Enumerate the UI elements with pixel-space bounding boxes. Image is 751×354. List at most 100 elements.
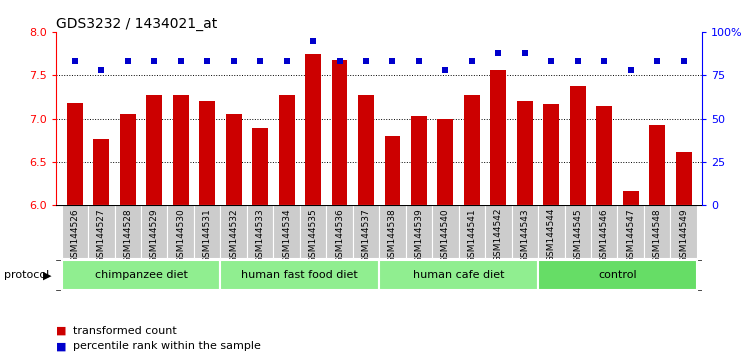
FancyBboxPatch shape xyxy=(538,260,697,290)
Bar xyxy=(517,101,532,354)
Text: protocol: protocol xyxy=(4,270,49,280)
FancyBboxPatch shape xyxy=(565,205,591,258)
FancyBboxPatch shape xyxy=(194,205,221,258)
Text: GSM144529: GSM144529 xyxy=(149,208,158,263)
Point xyxy=(175,58,187,64)
Text: chimpanzee diet: chimpanzee diet xyxy=(95,269,188,280)
Text: GSM144535: GSM144535 xyxy=(309,208,318,263)
Bar xyxy=(93,139,109,354)
Point xyxy=(519,50,531,56)
FancyBboxPatch shape xyxy=(485,205,511,258)
Text: GSM144534: GSM144534 xyxy=(282,208,291,263)
Bar xyxy=(226,114,242,354)
FancyBboxPatch shape xyxy=(671,205,697,258)
Bar xyxy=(596,105,612,354)
Point xyxy=(360,58,372,64)
Text: GSM144547: GSM144547 xyxy=(626,208,635,263)
Bar xyxy=(173,95,189,354)
Bar xyxy=(279,95,294,354)
Bar xyxy=(67,103,83,354)
Bar xyxy=(650,125,665,354)
Point xyxy=(677,58,689,64)
FancyBboxPatch shape xyxy=(221,260,379,290)
Bar xyxy=(252,128,268,354)
Bar xyxy=(120,114,136,354)
Point xyxy=(333,58,345,64)
Point xyxy=(228,58,240,64)
Bar xyxy=(676,152,692,354)
FancyBboxPatch shape xyxy=(273,205,300,258)
Text: GSM144527: GSM144527 xyxy=(97,208,106,263)
Point xyxy=(599,58,611,64)
Point xyxy=(651,58,663,64)
Bar xyxy=(358,95,374,354)
Text: GSM144539: GSM144539 xyxy=(415,208,424,263)
Text: ■: ■ xyxy=(56,326,67,336)
Text: GSM144541: GSM144541 xyxy=(467,208,476,263)
Bar xyxy=(464,95,480,354)
FancyBboxPatch shape xyxy=(300,205,327,258)
FancyBboxPatch shape xyxy=(432,205,459,258)
Bar xyxy=(438,119,454,354)
Point xyxy=(493,50,505,56)
Point xyxy=(413,58,425,64)
Point xyxy=(281,58,293,64)
Bar xyxy=(544,104,559,354)
FancyBboxPatch shape xyxy=(591,205,617,258)
Text: GSM144530: GSM144530 xyxy=(176,208,185,263)
FancyBboxPatch shape xyxy=(459,205,485,258)
FancyBboxPatch shape xyxy=(115,205,141,258)
FancyBboxPatch shape xyxy=(221,205,247,258)
Bar xyxy=(305,53,321,354)
Point xyxy=(466,58,478,64)
Text: GSM144546: GSM144546 xyxy=(600,208,609,263)
Text: percentile rank within the sample: percentile rank within the sample xyxy=(73,341,261,351)
FancyBboxPatch shape xyxy=(247,205,273,258)
Text: GDS3232 / 1434021_at: GDS3232 / 1434021_at xyxy=(56,17,218,31)
Point xyxy=(69,58,81,64)
Bar xyxy=(490,70,506,354)
Point xyxy=(254,58,266,64)
Bar xyxy=(570,86,586,354)
Point xyxy=(387,58,399,64)
Text: human cafe diet: human cafe diet xyxy=(413,269,505,280)
Text: GSM144545: GSM144545 xyxy=(573,208,582,263)
Text: transformed count: transformed count xyxy=(73,326,176,336)
Point xyxy=(201,58,213,64)
Bar xyxy=(146,95,162,354)
FancyBboxPatch shape xyxy=(353,205,379,258)
FancyBboxPatch shape xyxy=(644,205,671,258)
Text: GSM144538: GSM144538 xyxy=(388,208,397,263)
Point xyxy=(307,38,319,44)
FancyBboxPatch shape xyxy=(511,205,538,258)
FancyBboxPatch shape xyxy=(88,205,115,258)
Point xyxy=(122,58,134,64)
FancyBboxPatch shape xyxy=(167,205,194,258)
Text: GSM144536: GSM144536 xyxy=(335,208,344,263)
Text: GSM144548: GSM144548 xyxy=(653,208,662,263)
FancyBboxPatch shape xyxy=(617,205,644,258)
FancyBboxPatch shape xyxy=(141,205,167,258)
Text: GSM144532: GSM144532 xyxy=(229,208,238,263)
Point xyxy=(572,58,584,64)
Text: GSM144540: GSM144540 xyxy=(441,208,450,263)
FancyBboxPatch shape xyxy=(379,260,538,290)
FancyBboxPatch shape xyxy=(62,260,221,290)
Point xyxy=(545,58,557,64)
Text: GSM144531: GSM144531 xyxy=(203,208,212,263)
Point xyxy=(95,67,107,73)
FancyBboxPatch shape xyxy=(538,205,565,258)
Point xyxy=(148,58,160,64)
Point xyxy=(625,67,637,73)
FancyBboxPatch shape xyxy=(62,205,88,258)
Text: GSM144533: GSM144533 xyxy=(255,208,264,263)
Text: GSM144544: GSM144544 xyxy=(547,208,556,262)
Bar xyxy=(385,136,400,354)
Text: ▶: ▶ xyxy=(43,270,51,280)
FancyBboxPatch shape xyxy=(379,205,406,258)
Bar xyxy=(332,59,348,354)
Text: GSM144542: GSM144542 xyxy=(494,208,503,262)
Text: GSM144543: GSM144543 xyxy=(520,208,529,263)
Text: ■: ■ xyxy=(56,341,67,351)
Bar xyxy=(411,116,427,354)
